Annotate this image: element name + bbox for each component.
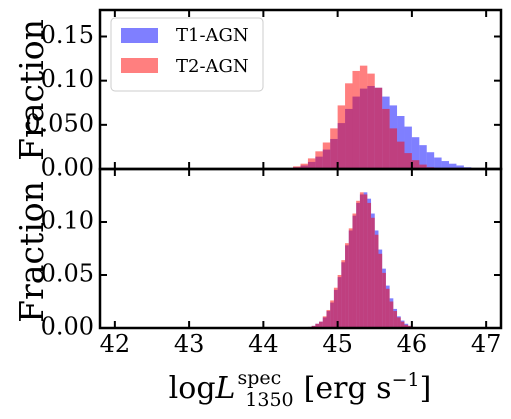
t1-histogram-bar — [426, 152, 435, 169]
bottom-panel: 0.00 0.05 0.10 42 43 44 45 46 47 Fraction logL s… — [12, 167, 503, 411]
legend: T1-AGN T2-AGN — [110, 17, 264, 92]
t2-histogram-bar — [337, 105, 346, 169]
bottom-y-ticks: 0.00 0.05 0.10 — [41, 207, 501, 341]
t2-histogram-bar — [397, 141, 405, 169]
t2-histogram-bar — [363, 194, 368, 328]
t2-histogram-bar — [419, 164, 427, 169]
bottom-axes-frame — [98, 167, 503, 330]
t2-histogram-bar — [389, 301, 394, 328]
y-tick-label: 0.15 — [41, 21, 94, 49]
top-histogram-bars — [285, 65, 479, 169]
t2-histogram-bar — [389, 128, 398, 169]
x-tick-label: 45 — [322, 330, 353, 358]
x-tick-label: 47 — [471, 330, 502, 358]
bottom-y-axis-label: Fraction — [12, 181, 51, 323]
y-tick-label: 0.10 — [41, 65, 94, 93]
t1-histogram-bar — [441, 161, 450, 169]
t2-histogram-bar — [359, 65, 368, 169]
x-tick-label: 42 — [100, 330, 131, 358]
x-axis-label: logL spec 1350 [erg s−1] — [169, 367, 432, 411]
legend-swatch-t1 — [121, 28, 158, 43]
t1-histogram-bar — [411, 137, 420, 169]
t2-histogram-bar — [367, 202, 372, 328]
y-tick-label: 0.050 — [25, 109, 94, 137]
t2-histogram-bar — [326, 309, 331, 328]
x-axis-label-symbol: L — [215, 371, 236, 406]
t2-histogram-bar — [411, 160, 420, 169]
t2-histogram-bar — [393, 311, 398, 328]
t1-histogram-bar — [456, 165, 464, 169]
t2-histogram-bar — [374, 234, 379, 328]
t2-histogram-bar — [400, 321, 405, 328]
top-y-ticks: 0.00 0.050 0.10 0.15 — [25, 21, 501, 182]
y-tick-label: 0.05 — [41, 260, 94, 288]
x-axis-label-unit: [erg s — [304, 371, 392, 406]
x-axis-label-unit-close: ] — [420, 371, 432, 406]
t2-histogram-bar — [382, 272, 386, 328]
t2-histogram-bar — [404, 153, 412, 169]
legend-swatch-t2 — [121, 58, 158, 73]
top-y-axis-label: Fraction — [12, 19, 51, 161]
legend-label-t2: T2-AGN — [176, 56, 249, 77]
bottom-histogram-bars — [307, 192, 416, 328]
t2-histogram-bar — [315, 151, 323, 169]
t2-histogram-bar — [333, 287, 338, 328]
t1-histogram-bar — [434, 157, 442, 169]
y-tick-label: 0.10 — [41, 207, 94, 235]
t2-histogram-bar — [359, 192, 364, 328]
t2-histogram-bar — [341, 260, 346, 328]
top-panel: 0.00 0.050 0.10 0.15 Fraction T1-AGN T2-AGN — [12, 8, 503, 182]
t2-histogram-bar — [371, 217, 375, 328]
t2-histogram-bar — [300, 163, 308, 169]
t2-histogram-bar — [352, 213, 357, 328]
t2-histogram-bar — [322, 142, 331, 169]
t2-histogram-bar — [330, 300, 334, 328]
x-axis-label-unit-exponent: −1 — [392, 369, 420, 391]
t2-histogram-bar — [307, 158, 316, 169]
t2-histogram-bar — [356, 200, 360, 328]
x-axis-label-subscript: 1350 — [245, 389, 293, 411]
y-tick-label: 0.00 — [41, 313, 94, 341]
t2-histogram-bar — [315, 323, 320, 328]
t2-histogram-bar — [337, 275, 342, 328]
x-tick-label: 43 — [174, 330, 205, 358]
t2-histogram-bar — [382, 108, 390, 169]
t2-histogram-bar — [367, 73, 375, 169]
t2-histogram-bar — [345, 83, 353, 169]
t2-histogram-bar — [293, 166, 301, 169]
x-axis-label-superscript: spec — [237, 367, 281, 389]
t2-histogram-bar — [385, 288, 390, 328]
t2-histogram-bar — [374, 87, 383, 169]
t1-histogram-bar — [419, 145, 427, 169]
t2-histogram-bar — [330, 128, 338, 169]
t2-histogram-bar — [378, 253, 383, 328]
x-axis-label-log: log — [169, 371, 216, 406]
legend-label-t1: T1-AGN — [176, 25, 249, 46]
t2-histogram-bar — [319, 321, 323, 328]
t2-histogram-bar — [322, 316, 327, 328]
t2-histogram-bar — [352, 70, 360, 169]
t2-histogram-bar — [345, 243, 349, 328]
t2-histogram-bar — [404, 324, 409, 328]
t1-histogram-bar — [404, 126, 412, 169]
x-tick-label: 46 — [397, 330, 428, 358]
t2-histogram-bar — [397, 317, 401, 328]
y-tick-label: 0.00 — [41, 154, 94, 182]
x-tick-label: 44 — [248, 330, 279, 358]
t1-histogram-bar — [449, 163, 457, 169]
bottom-x-ticks: 42 43 44 45 46 47 — [100, 169, 502, 358]
t2-histogram-bar — [348, 228, 353, 328]
